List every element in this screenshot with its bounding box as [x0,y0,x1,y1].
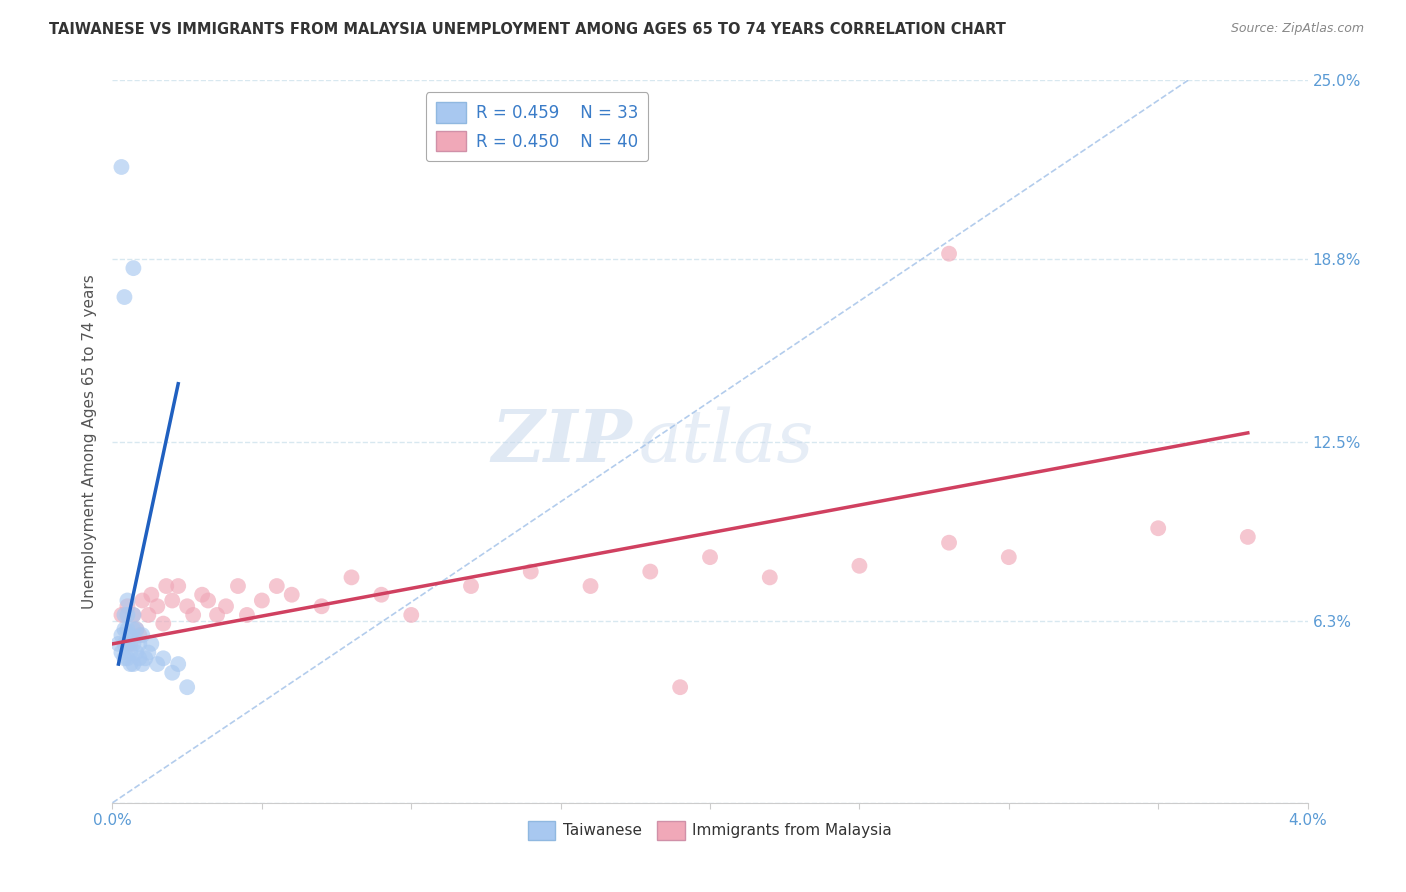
Point [205,607,228,622]
Point [117,593,139,607]
Point [226,579,249,593]
Text: atlas: atlas [638,406,814,477]
Point [131,628,153,642]
Point [120,646,142,660]
Point [125,646,148,660]
Point [266,579,288,593]
Point [120,628,142,642]
Point [167,657,190,671]
Point [122,657,145,671]
Point [146,599,169,614]
Point [128,637,150,651]
Point [110,646,132,660]
Point [110,160,132,174]
Point [125,623,148,637]
Point [114,651,135,665]
Legend: Taiwanese, Immigrants from Malaysia: Taiwanese, Immigrants from Malaysia [522,815,898,846]
Point [176,680,198,694]
Point [155,579,177,593]
Point [128,628,150,642]
Point [138,607,160,622]
Point [131,657,153,671]
Point [152,651,174,665]
Point [114,637,135,651]
Text: ZIP: ZIP [492,406,633,477]
Point [134,651,156,665]
Point [117,623,139,637]
Point [759,570,782,584]
Point [138,646,160,660]
Point [110,607,132,622]
Point [460,579,482,593]
Point [281,588,304,602]
Point [938,246,960,260]
Point [197,593,219,607]
Point [122,637,145,651]
Point [122,623,145,637]
Point [1147,521,1170,535]
Point [938,535,960,549]
Point [162,665,183,680]
Point [640,565,662,579]
Point [311,599,333,614]
Point [107,637,129,651]
Point [699,550,721,565]
Point [120,657,142,671]
Point [669,680,692,694]
Point [125,623,148,637]
Point [167,579,190,593]
Point [215,599,238,614]
Point [117,599,139,614]
Text: TAIWANESE VS IMMIGRANTS FROM MALAYSIA UNEMPLOYMENT AMONG AGES 65 TO 74 YEARS COR: TAIWANESE VS IMMIGRANTS FROM MALAYSIA UN… [49,22,1007,37]
Point [131,593,153,607]
Point [162,593,183,607]
Point [114,290,135,304]
Point [848,558,870,573]
Point [340,570,363,584]
Point [141,637,163,651]
Y-axis label: Unemployment Among Ages 65 to 74 years: Unemployment Among Ages 65 to 74 years [82,274,97,609]
Point [114,607,135,622]
Point [117,651,139,665]
Point [520,565,543,579]
Point [146,657,169,671]
Point [191,588,214,602]
Point [120,637,142,651]
Point [1237,530,1260,544]
Point [998,550,1021,565]
Point [122,261,145,276]
Point [152,616,174,631]
Point [236,607,259,622]
Point [122,607,145,622]
Point [579,579,602,593]
Point [401,607,423,622]
Point [176,599,198,614]
Point [117,637,139,651]
Point [117,607,139,622]
Point [250,593,273,607]
Point [181,607,204,622]
Text: Source: ZipAtlas.com: Source: ZipAtlas.com [1230,22,1364,36]
Point [122,607,145,622]
Point [141,588,163,602]
Point [114,623,135,637]
Point [370,588,392,602]
Point [128,651,150,665]
Point [110,628,132,642]
